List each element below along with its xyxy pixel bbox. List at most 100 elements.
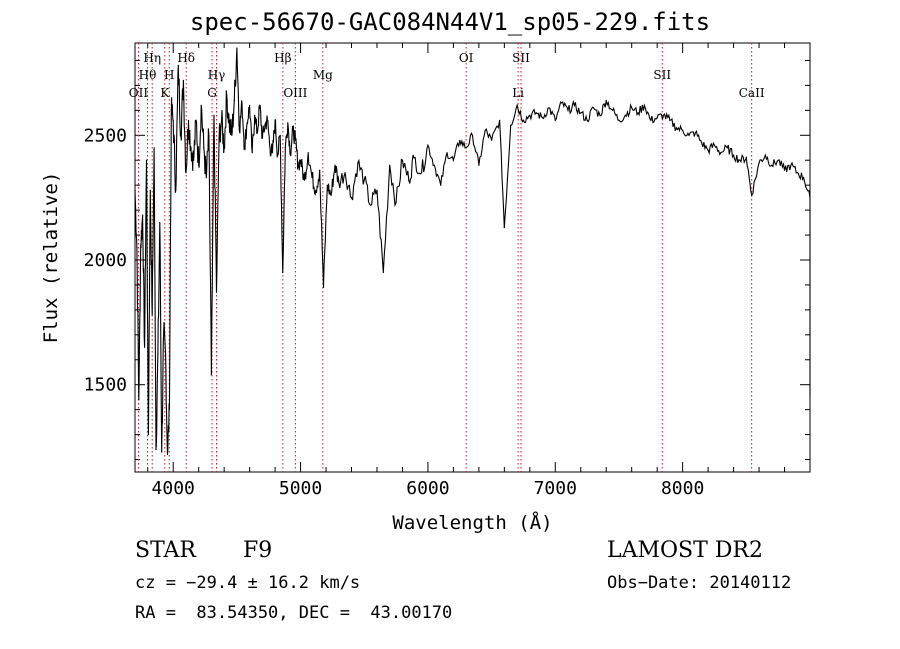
obs-date: Obs−Date: 20140112 [607,573,792,593]
y-tick-label: 2500 [84,125,127,146]
spectrum-point [510,124,512,126]
spectrum-line [134,47,811,455]
line-marker-label: H [164,68,174,82]
spectrum-point [334,164,336,166]
spectrum-point [586,119,588,121]
spectrum-point [161,451,163,453]
spectrum-point [300,159,302,161]
spectrum-point [315,189,317,191]
spectrum-point [185,172,187,174]
spectrum-point [251,152,253,154]
spectrum-point [803,177,805,179]
line-marker-label: K [160,86,170,100]
spectrum-point [370,204,372,206]
spectrum-point [631,107,633,109]
spectrum-point [134,189,136,191]
spectrum-point [203,147,205,149]
spectrum-point [643,104,646,106]
spectrum-point [190,147,192,149]
spectrum-point [637,112,639,114]
spectrum-point [213,114,215,116]
spectrum-point [713,144,716,146]
spectrum-point [208,134,210,136]
spectrum-point [226,94,228,96]
spectrum-point [733,154,735,156]
spectrum-point [279,134,281,136]
y-axis-label: Flux (relative) [40,172,62,344]
line-marker-label: G [207,86,217,100]
spectrum-point [303,179,305,181]
spectrum-point [264,124,266,126]
spectrum-point [459,139,461,141]
spectrum-point [136,246,138,249]
spectrum-point [592,107,595,109]
spectrum-point [241,102,243,104]
spectrum-point [771,164,773,166]
spectrum-point [221,119,223,121]
spectrum-point [484,129,486,131]
spectrum-point [159,222,161,224]
line-marker-label: Hη [143,51,161,65]
spectrum-point [145,159,148,161]
spectrum-point [350,197,353,199]
spectrum-point [790,164,792,166]
spectrum-point [182,79,184,81]
spectrum-point [701,142,703,144]
spectrum-point [618,119,620,121]
spectrum-point [236,47,238,49]
spectrum-point [140,244,142,246]
spectrum-point [277,154,279,156]
spectrum-point [624,114,626,116]
spectrum-point [427,144,429,146]
plot-frame [134,42,811,473]
spectrum-point [254,114,256,116]
spectrum-point [165,354,167,356]
y-tick-label: 2000 [84,250,127,271]
spectrum-point [535,112,537,114]
spectrum-point [395,202,397,204]
line-marker-label: Mg [313,68,333,82]
spectrum-point [567,109,569,111]
spectrum-point [172,119,174,121]
spectrum-point [307,152,309,154]
chart-title: spec-56670-GAC084N44V1_sp05-229.fits [189,8,711,36]
spectrum-point [599,114,601,116]
spectrum-point [541,117,544,119]
spectrum-point [200,104,202,106]
spectrum-point [503,227,505,229]
spectrum-point [155,449,157,451]
spectrum-point [499,119,501,121]
spectrum-point [205,177,207,179]
spectrum-point [662,114,665,116]
spectrum-point [669,119,671,121]
line-marker-label: Hδ [177,51,195,65]
x-tick-label: 8000 [661,478,704,499]
spectrum-point [269,147,271,149]
spectrum-point [261,137,263,139]
spectrum-point [682,129,684,131]
spectrum-point [357,162,359,164]
spectrum-point [238,129,240,131]
spectrum-point [376,189,378,191]
spectrum-point [580,112,582,114]
spectrum-point [249,104,251,106]
spectrum-point [322,286,325,288]
spectrum-point [446,152,448,154]
spectrum-point [147,434,149,436]
spectrum-point [675,127,677,129]
plot-axes [134,42,811,473]
spectrum-point [215,291,218,293]
spectrum-point [151,314,153,316]
x-tick-label: 7000 [534,478,577,499]
spectrum-point [233,99,235,101]
spectrum-point [274,119,276,121]
y-tick-label: 1500 [84,375,127,396]
spectrum-point [650,119,652,121]
spectrum-point [297,164,299,166]
spectrum-point [758,162,760,164]
spectrum-point [344,172,346,174]
spectrum-point [218,137,220,139]
spectrum-point [471,134,474,136]
spectrum-point [338,182,340,184]
